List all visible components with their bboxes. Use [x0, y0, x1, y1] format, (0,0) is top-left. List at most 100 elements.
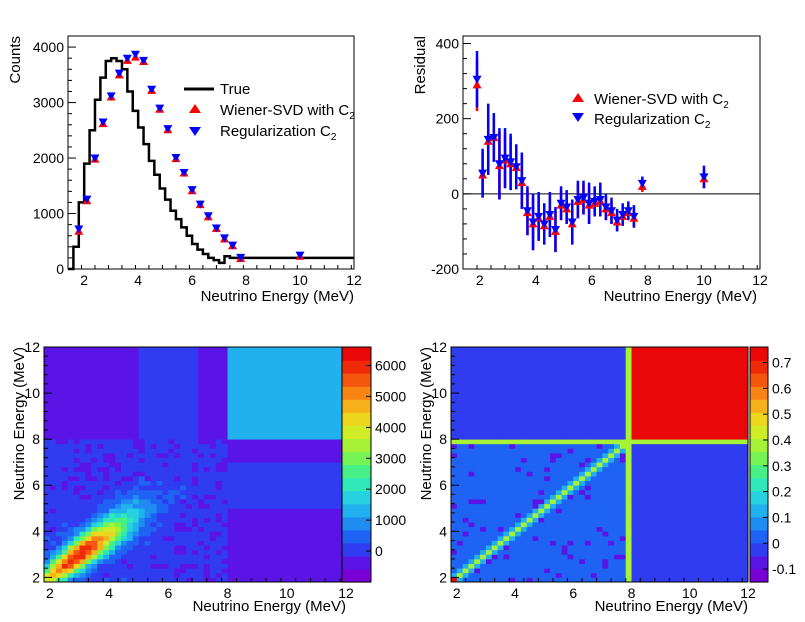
heatmap-cell: [480, 347, 487, 440]
heatmap-cell: [608, 485, 615, 491]
heatmap-cell: [509, 531, 516, 537]
heatmap-cell: [485, 466, 493, 472]
heatmap-cell: [138, 457, 146, 463]
heatmap-cell: [115, 522, 122, 528]
heatmap-cell: [608, 572, 615, 578]
heatmap-cell: [209, 517, 217, 523]
heatmap-cell: [631, 457, 749, 463]
heatmap-cell: [197, 522, 205, 528]
heatmap-cell: [520, 535, 528, 541]
heatmap-cell: [590, 494, 597, 500]
heatmap-cell: [491, 480, 498, 486]
heatmap-cell: [468, 545, 475, 551]
heatmap-cell: [538, 517, 545, 523]
heatmap-cell: [532, 494, 539, 500]
heatmap-cell: [97, 452, 104, 458]
heatmap-cell: [103, 485, 110, 491]
heatmap-cell: [619, 512, 627, 518]
heatmap-cell: [168, 457, 175, 463]
heatmap-cell: [480, 471, 487, 477]
heatmap-cell: [221, 572, 228, 578]
heatmap-cell: [209, 485, 217, 491]
heatmap-cell: [55, 572, 63, 578]
heatmap-cell: [186, 462, 193, 468]
heatmap-cell: [115, 476, 122, 482]
heatmap-cell: [209, 577, 217, 583]
heatmap-cell: [468, 531, 475, 537]
regularization-point: [147, 85, 157, 94]
heatmap-cell: [49, 568, 57, 574]
heatmap-cell: [538, 439, 545, 445]
heatmap-cell: [515, 489, 522, 495]
heatmap-cell: [97, 443, 104, 449]
heatmap-cell: [55, 457, 63, 463]
heatmap-cell: [497, 503, 504, 509]
heatmap-cell: [97, 522, 104, 528]
heatmap-cell: [138, 517, 146, 523]
heatmap-cell: [97, 540, 104, 546]
heatmap-cell: [590, 549, 597, 555]
heatmap-cell: [619, 554, 627, 560]
heatmap-cell: [602, 466, 609, 472]
heatmap-cell: [520, 466, 528, 472]
heatmap-cell: [203, 480, 211, 486]
heatmap-cell: [174, 540, 181, 546]
heatmap-cell: [614, 554, 621, 560]
heatmap-cell: [174, 563, 181, 569]
heatmap-cell: [614, 448, 621, 454]
heatmap-cell: [538, 512, 545, 518]
heatmap-cell: [162, 572, 169, 578]
heatmap-cell: [451, 466, 458, 472]
heatmap-cell: [132, 568, 140, 574]
heatmap-cell: [451, 512, 458, 518]
heatmap-cell: [180, 448, 187, 454]
heatmap-cell: [544, 540, 551, 546]
heatmap-cell: [126, 508, 134, 514]
heatmap-cell: [567, 535, 574, 541]
heatmap-cell: [573, 494, 580, 500]
heatmap-cell: [451, 545, 458, 551]
heatmap-cell: [608, 476, 615, 482]
heatmap-cell: [174, 535, 181, 541]
heatmap-cell: [561, 549, 568, 555]
heatmap-cell: [209, 494, 217, 500]
heatmap-cell: [451, 558, 458, 564]
heatmap-cell: [73, 577, 80, 583]
heatmap-cell: [619, 545, 627, 551]
heatmap-cell: [526, 494, 533, 500]
heatmap-cell: [456, 563, 464, 569]
heatmap-cell: [197, 443, 205, 449]
x-tick-label: 2: [80, 272, 88, 288]
heatmap-cell: [203, 485, 211, 491]
heatmap-cell: [215, 499, 223, 505]
heatmap-cell: [456, 545, 464, 551]
heatmap-cell: [215, 572, 223, 578]
heatmap-cell: [162, 457, 169, 463]
heatmap-cell: [180, 476, 187, 482]
heatmap-cell: [192, 558, 199, 564]
heatmap-cell: [150, 489, 157, 495]
heatmap-cell: [186, 531, 193, 537]
regularization-point: [534, 212, 544, 221]
heatmap-cell: [602, 558, 609, 564]
heatmap-cell: [538, 563, 545, 569]
heatmap-cell: [197, 466, 205, 472]
heatmap-cell: [156, 508, 163, 514]
heatmap-cell: [144, 526, 151, 532]
heatmap-cell: [61, 545, 69, 551]
heatmap-cell: [203, 554, 211, 560]
heatmap-cell: [120, 531, 128, 537]
heatmap-cell: [567, 471, 574, 477]
heatmap-cell: [227, 508, 347, 514]
heatmap-cell: [532, 508, 539, 514]
heatmap-cell: [109, 439, 116, 445]
heatmap-cell: [109, 471, 116, 477]
heatmap-cell: [456, 499, 464, 505]
heatmap-cell: [485, 526, 493, 532]
heatmap-cell: [532, 489, 539, 495]
panel-residual-xlabel: Neutrino Energy (MeV): [604, 288, 757, 305]
heatmap-cell: [61, 540, 69, 546]
colorbar-segment: [342, 399, 371, 413]
